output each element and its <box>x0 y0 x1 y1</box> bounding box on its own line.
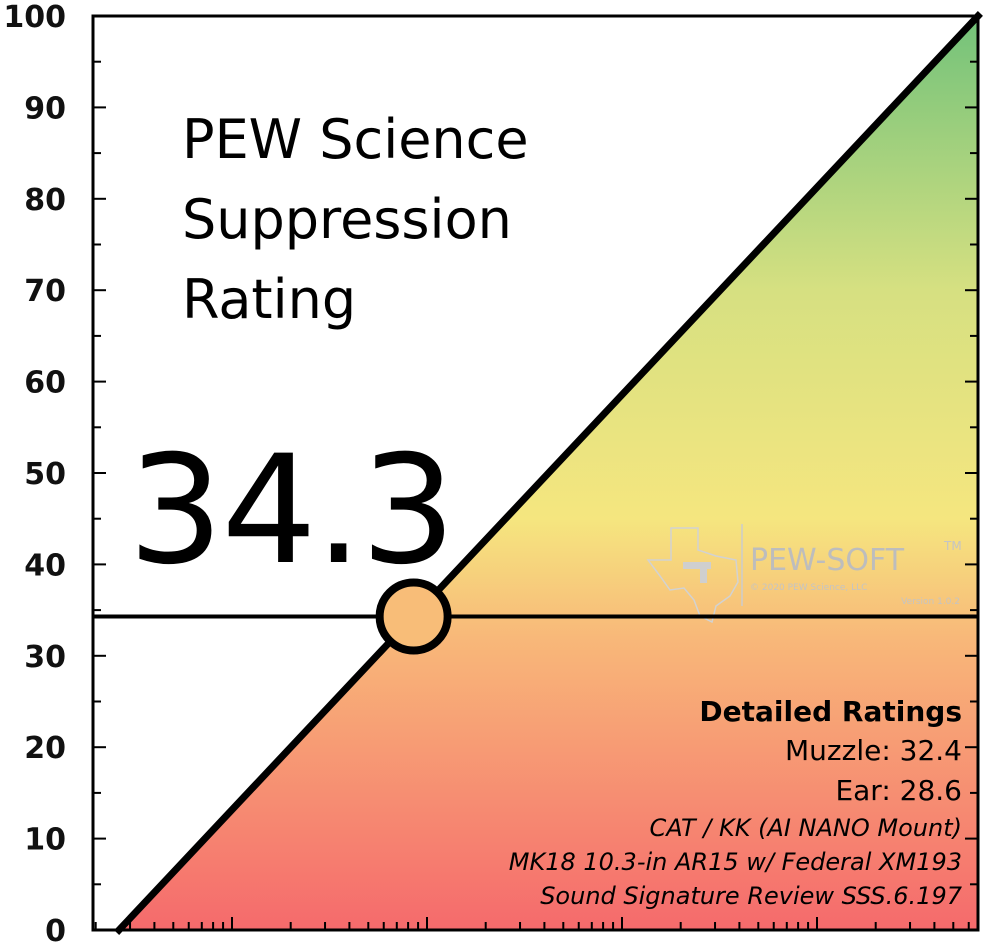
y-tick-label: 80 <box>24 183 66 218</box>
muzzle-rating: Muzzle: 32.4 <box>785 734 962 767</box>
pistol-grip-icon <box>700 569 707 583</box>
rating-diagonal-line <box>114 11 983 935</box>
rating-value: 34.3 <box>128 424 454 598</box>
watermark-brand: PEW-SOFT <box>750 543 905 578</box>
y-axis-right-ticks <box>965 15 978 931</box>
y-tick-label: 60 <box>24 366 66 401</box>
detailed-ratings-title: Detailed Ratings <box>699 695 962 728</box>
y-tick-label: 90 <box>24 91 66 126</box>
y-tick-label: 70 <box>24 274 66 309</box>
ear-rating: Ear: 28.6 <box>835 774 962 807</box>
y-tick-label: 100 <box>3 0 66 35</box>
pew-soft-watermark: PEW-SOFT TM © 2020 PEW Science, LLC Vers… <box>646 524 962 624</box>
title-line-2: Suppression <box>182 188 512 251</box>
review-info: Sound Signature Review SSS.6.197 <box>540 882 963 910</box>
y-tick-label: 10 <box>24 823 66 858</box>
y-tick-label: 40 <box>24 548 66 583</box>
y-tick-label: 20 <box>24 731 66 766</box>
watermark-version: Version 1.0.2 <box>901 597 960 607</box>
watermark-copyright: © 2020 PEW Science, LLC <box>750 583 867 593</box>
title-line-1: PEW Science <box>182 108 529 171</box>
x-axis-log-ticks <box>94 917 970 930</box>
watermark-tm: TM <box>943 539 962 553</box>
texas-outline-icon <box>646 527 739 624</box>
y-tick-label: 50 <box>24 457 66 492</box>
suppressor-info: CAT / KK (AI NANO Mount) <box>650 814 962 842</box>
title-line-3: Rating <box>182 268 356 331</box>
pistol-icon <box>683 562 711 569</box>
rating-marker <box>375 578 452 655</box>
y-axis-tick-labels: 0 10 20 30 40 50 60 70 80 90 100 <box>3 0 66 949</box>
y-tick-label: 0 <box>45 914 66 949</box>
y-axis-left-ticks <box>93 15 106 931</box>
y-tick-label: 30 <box>24 640 66 675</box>
firearm-info: MK18 10.3-in AR15 w/ Federal XM193 <box>509 848 962 876</box>
